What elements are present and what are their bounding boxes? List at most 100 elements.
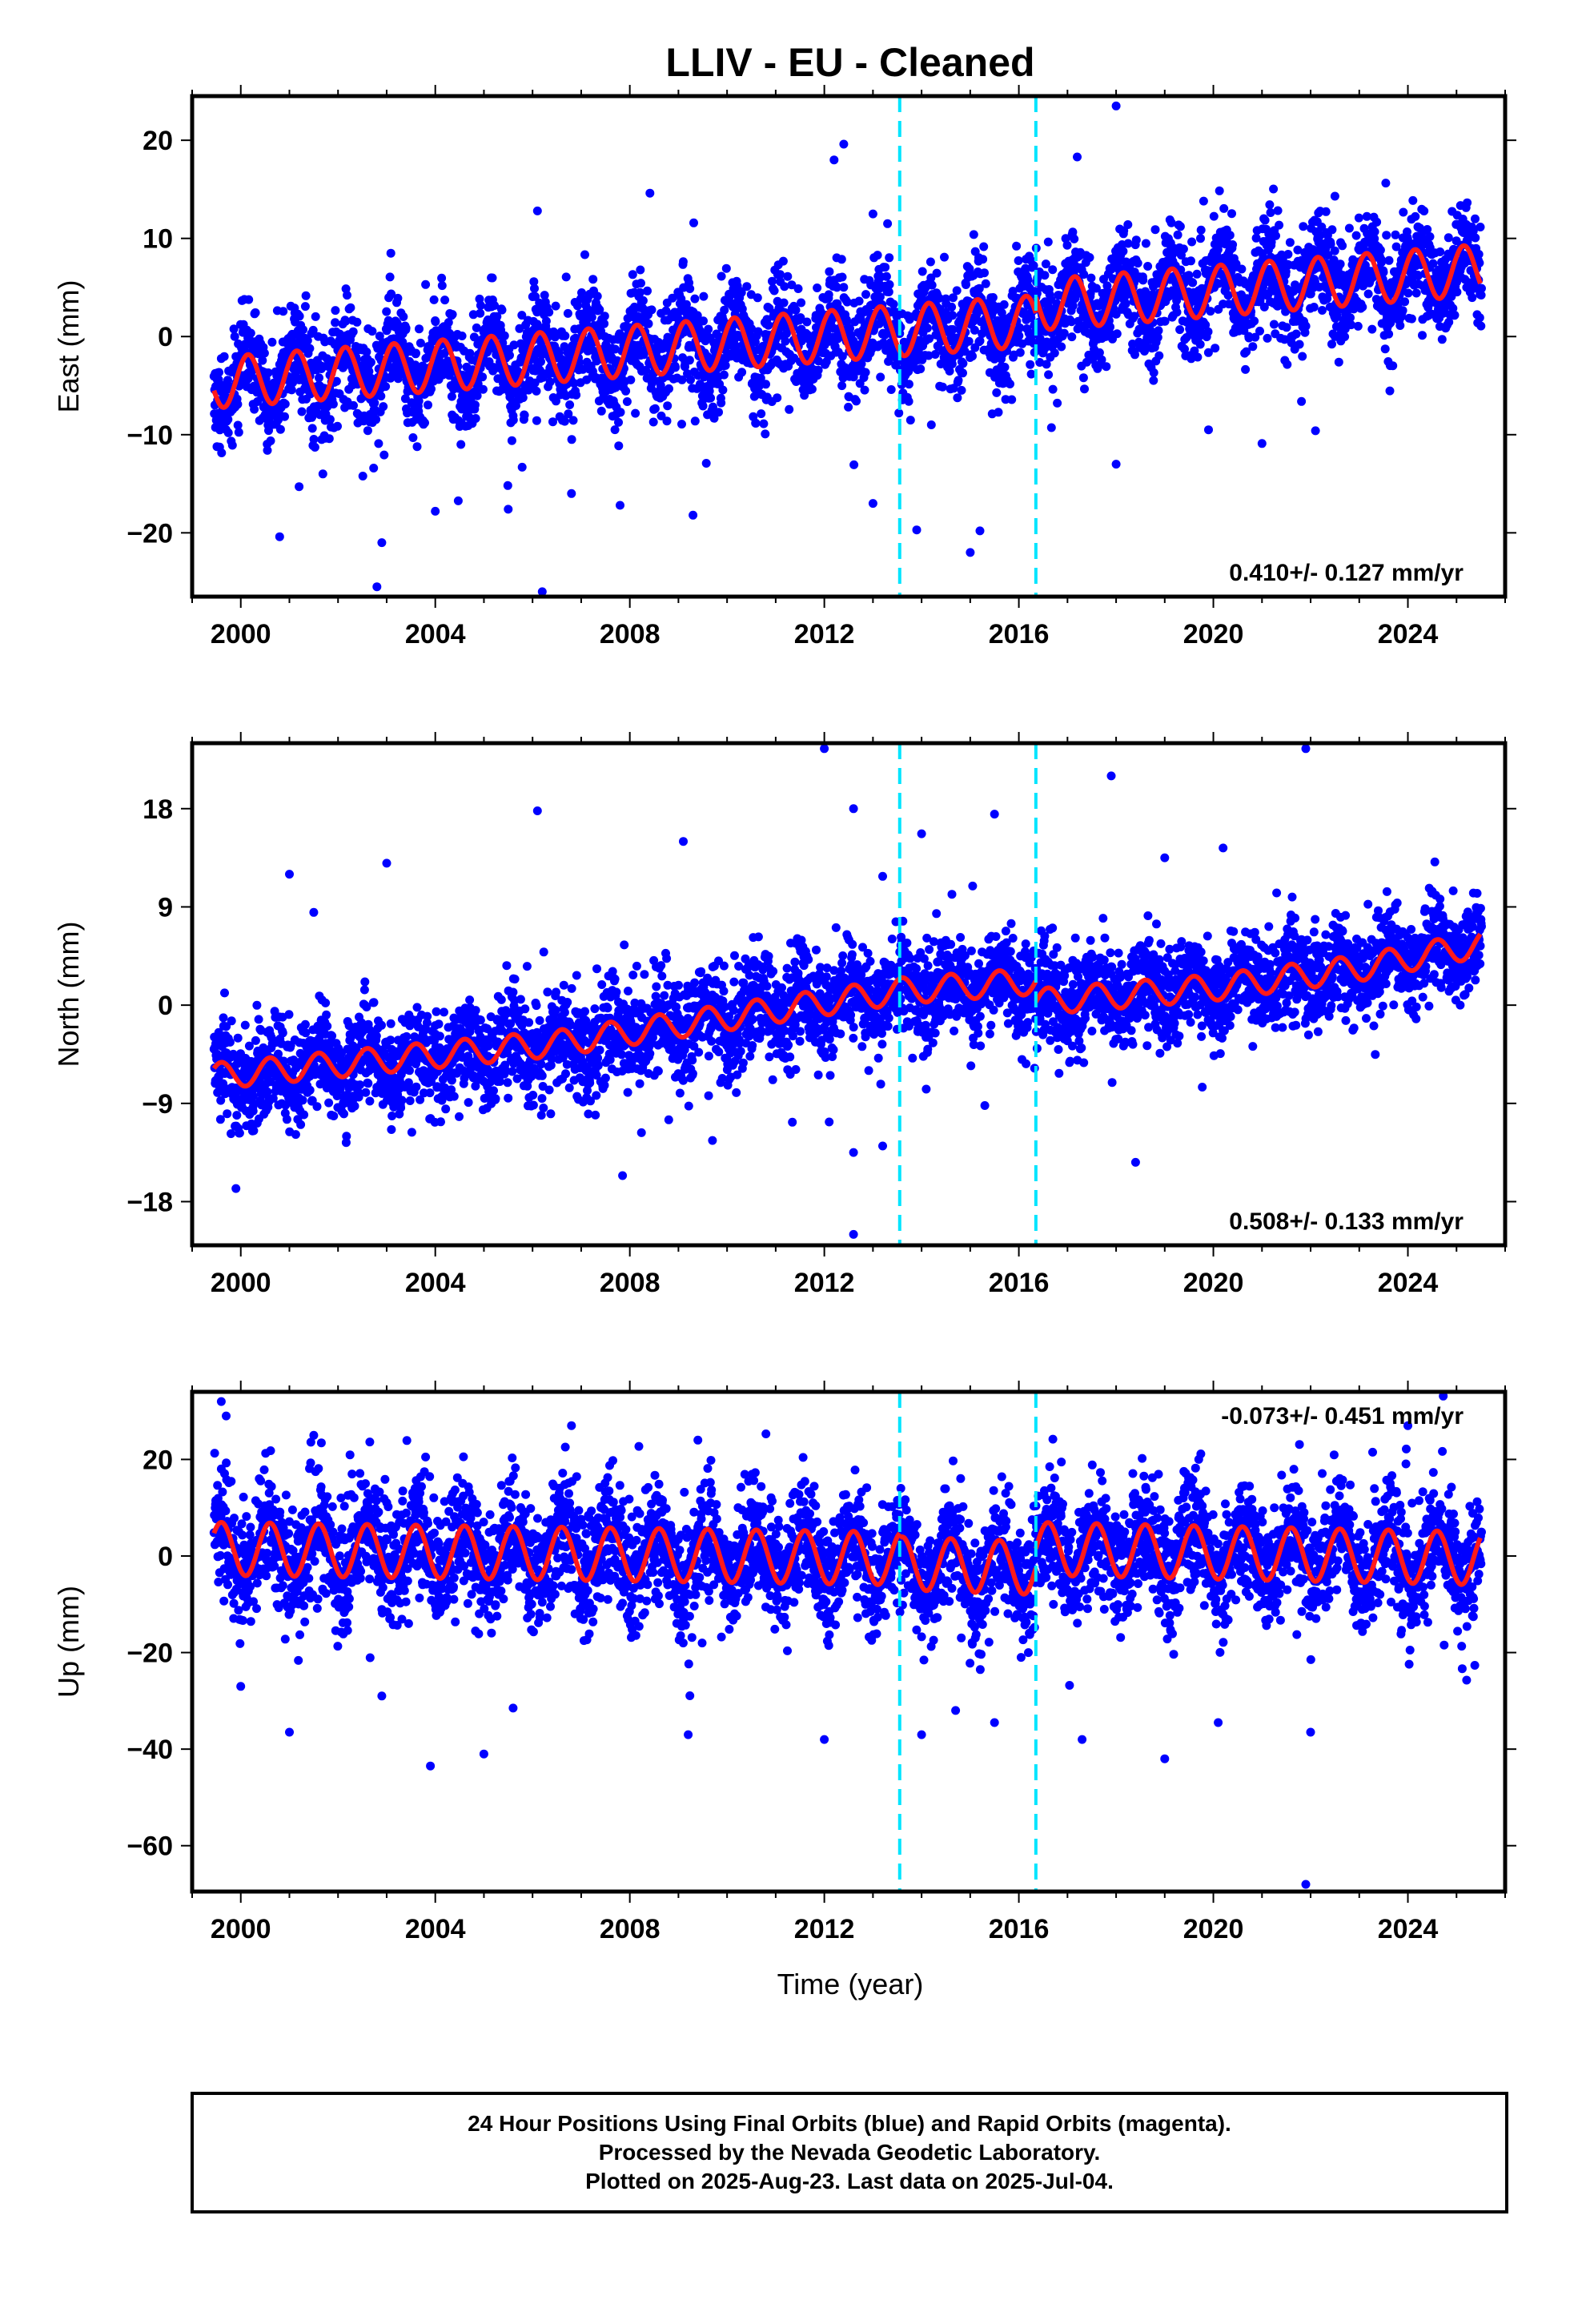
data-point <box>303 336 312 345</box>
data-point <box>235 1128 244 1138</box>
data-point <box>312 1102 322 1112</box>
data-point <box>408 433 418 442</box>
data-point <box>385 272 395 282</box>
data-point <box>1340 332 1350 341</box>
data-point <box>572 390 581 400</box>
data-point <box>343 291 351 300</box>
data-point <box>568 416 578 425</box>
y-tick-label: 10 <box>143 224 173 255</box>
data-point <box>1219 203 1229 213</box>
data-point <box>427 384 436 394</box>
data-point <box>1388 361 1398 371</box>
data-point <box>785 404 794 414</box>
x-tick-label: 2024 <box>1378 619 1439 649</box>
data-point <box>1040 271 1050 280</box>
data-point <box>431 317 440 327</box>
data-point <box>1175 325 1185 335</box>
data-point <box>721 263 731 273</box>
data-point <box>544 308 554 317</box>
data-point <box>298 1096 307 1105</box>
data-point <box>1041 259 1050 269</box>
data-point <box>701 459 711 468</box>
data-point <box>437 281 447 291</box>
data-point <box>424 400 432 410</box>
data-point <box>1043 237 1053 247</box>
data-point <box>1330 246 1339 255</box>
data-point <box>278 1028 287 1038</box>
data-point <box>1186 256 1195 266</box>
data-point <box>1048 384 1058 394</box>
data-point <box>1471 233 1480 243</box>
data-point <box>647 305 656 315</box>
data-point <box>571 333 580 343</box>
x-tick-label: 2012 <box>794 619 855 649</box>
data-point <box>488 273 497 283</box>
data-point <box>478 372 488 382</box>
data-point <box>578 364 588 374</box>
x-tick-label: 2000 <box>211 619 271 649</box>
data-point <box>233 400 243 409</box>
data-point <box>677 420 686 429</box>
outlier-point <box>295 482 304 492</box>
data-point <box>457 332 467 340</box>
data-point <box>839 283 849 292</box>
data-point <box>992 388 1002 397</box>
data-point <box>291 1130 300 1140</box>
data-point <box>447 392 456 401</box>
data-point <box>764 320 773 330</box>
data-point <box>529 277 539 287</box>
data-point <box>1078 373 1088 383</box>
data-point <box>393 293 403 303</box>
outlier-point <box>868 499 877 509</box>
data-point <box>327 1031 337 1040</box>
data-point <box>1131 235 1141 245</box>
data-point <box>636 265 645 275</box>
data-point <box>1299 222 1308 231</box>
data-point <box>1391 230 1400 239</box>
data-point <box>930 350 940 359</box>
data-point <box>1248 342 1258 352</box>
data-point <box>1007 395 1017 404</box>
data-point <box>1358 302 1367 312</box>
data-point <box>1215 186 1224 195</box>
data-point <box>315 373 323 383</box>
data-point <box>663 401 673 411</box>
data-point <box>1260 215 1270 225</box>
data-point <box>614 417 623 427</box>
data-point <box>440 296 450 305</box>
data-point <box>860 385 869 395</box>
outlier-point <box>689 510 698 520</box>
data-point <box>541 316 551 326</box>
data-point <box>1443 233 1453 243</box>
data-point <box>1435 247 1445 256</box>
data-point <box>1295 340 1304 349</box>
data-point <box>490 301 500 310</box>
data-point <box>802 317 812 327</box>
data-point <box>837 272 847 282</box>
data-point <box>1112 329 1122 339</box>
data-point <box>678 257 688 267</box>
data-point <box>592 356 601 366</box>
data-point <box>379 402 388 412</box>
data-point <box>1384 329 1394 339</box>
y-tick-label: 20 <box>143 126 173 156</box>
data-point <box>1380 344 1390 354</box>
data-point <box>517 311 527 320</box>
data-point <box>296 1120 306 1129</box>
data-point <box>1275 220 1284 230</box>
data-point <box>737 368 747 377</box>
data-point <box>600 312 609 321</box>
data-point <box>227 1016 236 1026</box>
data-point <box>958 368 967 378</box>
data-point <box>1149 376 1158 385</box>
data-point <box>747 324 757 333</box>
data-point <box>787 280 797 290</box>
x-tick-label: 2016 <box>989 619 1050 649</box>
data-point <box>685 356 694 365</box>
data-point <box>1384 255 1394 265</box>
data-point <box>1437 335 1447 344</box>
data-point <box>704 324 713 334</box>
plot-area <box>209 101 1486 597</box>
data-point <box>621 386 631 396</box>
outlier-point <box>1330 191 1339 201</box>
